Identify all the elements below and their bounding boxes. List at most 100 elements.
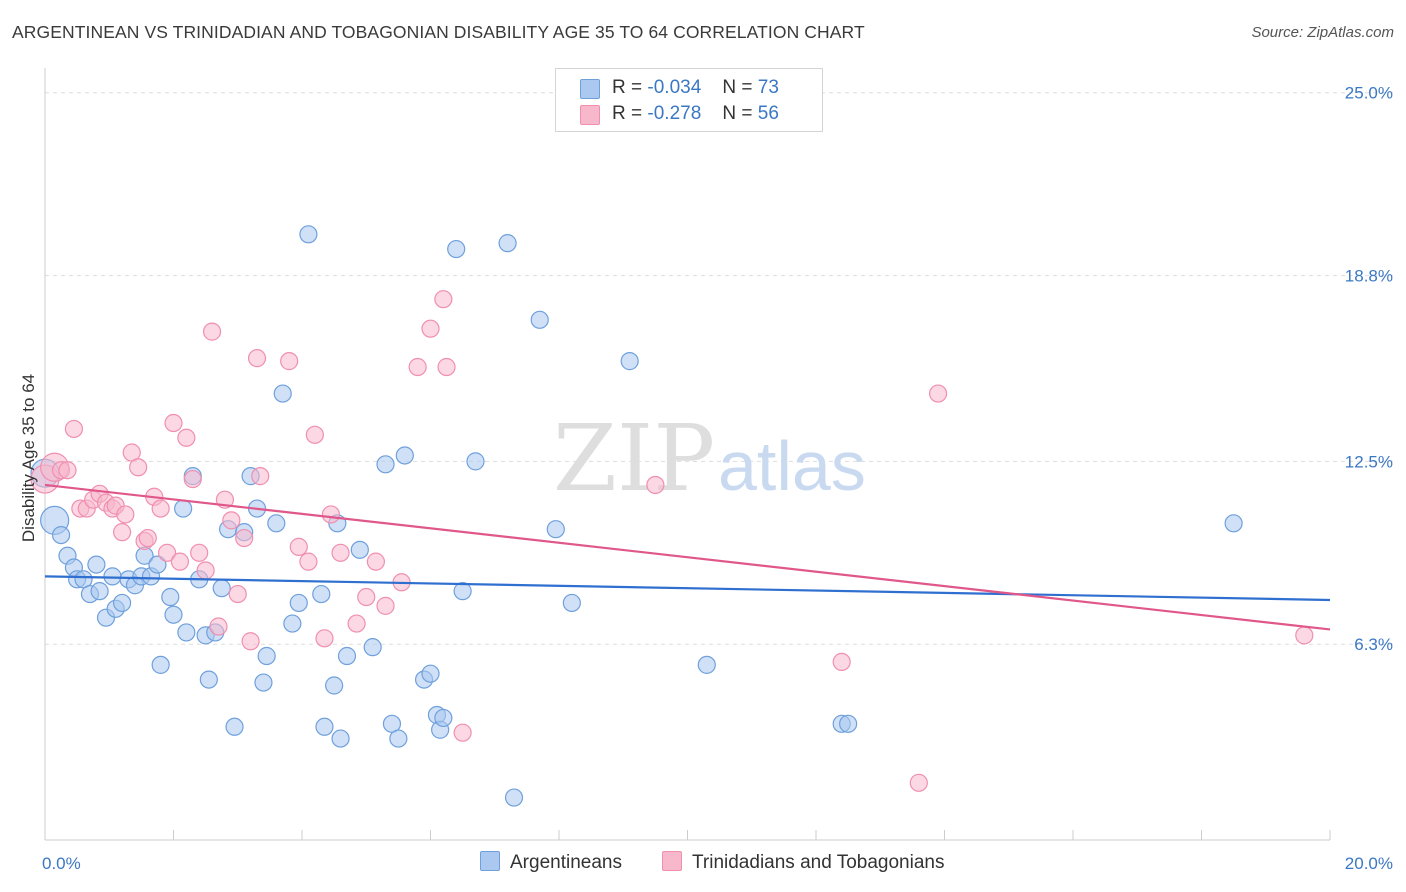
data-point <box>331 729 350 748</box>
data-point <box>157 543 177 562</box>
correlation-legend: R = -0.034 N = 73 R = -0.278 N = 56 <box>555 68 823 132</box>
data-point <box>196 561 215 580</box>
data-point <box>164 605 183 624</box>
data-point <box>347 614 366 633</box>
source-label: Source: ZipAtlas.com <box>1251 24 1394 41</box>
data-point <box>116 505 135 524</box>
data-point <box>839 714 858 733</box>
data-point <box>909 773 928 792</box>
watermark-zip: ZIP <box>553 405 715 512</box>
data-point <box>247 349 267 368</box>
watermark: ZIP atlas <box>553 405 866 512</box>
data-point <box>212 579 231 598</box>
data-point <box>498 234 517 253</box>
data-point <box>1295 626 1314 645</box>
data-point <box>376 596 395 615</box>
data-point <box>254 673 273 692</box>
data-point <box>129 458 148 477</box>
legend-label: Argentineans <box>510 852 622 873</box>
n-label: N = <box>722 77 753 98</box>
y-tick-label: 6.3% <box>1354 635 1393 654</box>
series-trinidadians <box>30 290 1314 792</box>
data-point <box>228 584 247 604</box>
data-point <box>447 239 466 259</box>
y-tick-labels: 6.3% 12.5% 18.8% 25.0% <box>1345 84 1393 654</box>
data-point <box>235 528 254 548</box>
data-point <box>170 552 190 571</box>
data-point <box>357 587 376 607</box>
x-tick-labels: 0.0% 20.0% <box>42 854 1393 873</box>
r-value: -0.278 <box>647 103 702 124</box>
data-point <box>395 446 414 465</box>
legend-swatch-blue <box>580 79 600 99</box>
data-point <box>289 537 308 556</box>
data-point <box>305 425 324 444</box>
data-point <box>376 455 395 474</box>
data-point <box>51 525 71 545</box>
data-point <box>453 723 472 742</box>
data-point <box>434 708 453 728</box>
data-point <box>504 788 524 807</box>
data-point <box>209 617 228 636</box>
trend-lines <box>44 483 1331 631</box>
data-point <box>58 461 77 480</box>
data-point <box>453 582 472 601</box>
legend-swatch-blue <box>480 851 500 871</box>
data-point <box>222 511 241 530</box>
data-point <box>299 225 318 244</box>
data-point <box>408 357 427 377</box>
series-argentineans <box>30 225 1243 807</box>
watermark-atlas: atlas <box>718 427 866 505</box>
data-point <box>289 593 308 613</box>
data-point <box>177 428 196 447</box>
r-label: R = <box>612 77 643 98</box>
data-point <box>251 467 270 486</box>
data-point <box>87 555 106 574</box>
data-point <box>312 584 331 604</box>
data-point <box>112 523 132 542</box>
data-point <box>421 319 440 338</box>
x-tick-label: 0.0% <box>42 854 81 873</box>
trend-line-argentineans <box>44 575 1331 602</box>
data-point <box>190 543 209 562</box>
y-tick-label: 12.5% <box>1345 452 1393 471</box>
data-point <box>112 593 132 613</box>
data-point <box>421 664 440 683</box>
chart-title: ARGENTINEAN VS TRINIDADIAN AND TOBAGONIA… <box>12 22 865 42</box>
data-point <box>437 357 456 377</box>
data-point <box>337 646 357 666</box>
data-point <box>389 729 408 748</box>
data-point <box>1224 514 1243 533</box>
data-point <box>350 540 369 559</box>
data-point <box>363 638 382 657</box>
data-point <box>257 646 276 666</box>
data-point <box>103 567 122 586</box>
legend-item-trinidadians: Trinidadians and Tobagonians <box>662 851 944 874</box>
x-tick-label: 20.0% <box>1345 854 1393 873</box>
data-point <box>315 629 334 648</box>
data-point <box>466 452 485 471</box>
data-point <box>151 655 170 674</box>
data-point <box>321 505 341 524</box>
legend-swatch-pink <box>662 851 682 871</box>
data-point <box>138 528 157 548</box>
data-point <box>697 655 716 674</box>
data-point <box>530 310 549 329</box>
y-tick-label: 18.8% <box>1345 267 1393 286</box>
data-point <box>202 322 222 341</box>
data-point <box>177 623 196 642</box>
data-point <box>90 582 109 601</box>
data-point <box>646 475 665 495</box>
data-point <box>164 413 183 433</box>
n-value: 73 <box>757 77 779 98</box>
data-point <box>620 352 639 371</box>
data-point <box>832 652 851 672</box>
y-tick-label: 25.0% <box>1345 84 1393 103</box>
axes <box>44 68 1331 841</box>
data-point <box>161 587 180 607</box>
legend-label: Trinidadians and Tobagonians <box>692 852 945 873</box>
data-point <box>267 514 286 533</box>
data-point <box>241 632 260 651</box>
data-point <box>183 469 202 489</box>
